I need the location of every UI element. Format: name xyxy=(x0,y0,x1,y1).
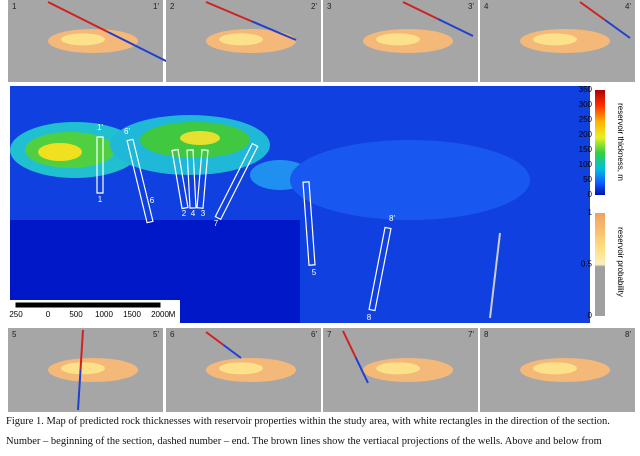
colorbar-tick: 0 xyxy=(588,311,593,320)
section-label: 4 xyxy=(191,209,196,218)
panel-end-label: 3' xyxy=(468,2,474,11)
well xyxy=(107,31,169,63)
reservoir-blob xyxy=(61,362,105,375)
section-outline xyxy=(368,226,392,312)
section-label: 6 xyxy=(150,196,155,205)
panel-start-label: 1 xyxy=(12,2,17,11)
well xyxy=(77,369,82,411)
well xyxy=(205,331,225,346)
colorbar-tick: 300 xyxy=(579,100,593,109)
section-outline xyxy=(126,138,154,224)
well xyxy=(579,1,606,21)
reservoir-blob xyxy=(533,362,577,375)
section-outline xyxy=(196,149,209,209)
scale-label: M xyxy=(169,310,176,319)
thickness-colorbar xyxy=(595,90,605,195)
caption: Figure 1. Map of predicted rock thicknes… xyxy=(6,412,636,452)
section-outline xyxy=(214,142,259,221)
section-label: 3 xyxy=(201,209,206,218)
colorbar-tick: 0.5 xyxy=(581,260,593,269)
scale-bar xyxy=(15,302,161,308)
well xyxy=(437,18,474,37)
section-label: 1' xyxy=(97,123,103,132)
panel-end-label: 6' xyxy=(311,330,317,339)
panel-start-label: 2 xyxy=(170,2,175,11)
well xyxy=(402,1,439,20)
map-zone xyxy=(38,143,82,161)
reservoir-blob xyxy=(219,362,263,375)
well xyxy=(250,20,297,41)
well xyxy=(342,330,357,358)
scale-label: 250 xyxy=(9,310,23,319)
panel-end-label: 5' xyxy=(153,330,159,339)
section-label: 5 xyxy=(312,268,317,277)
scale-label: 0 xyxy=(46,310,51,319)
section-label: 7 xyxy=(214,219,219,228)
section-label: 6' xyxy=(124,127,130,136)
panel-end-label: 2' xyxy=(311,2,317,11)
colorbar-tick: 0 xyxy=(588,190,593,199)
panel-start-label: 3 xyxy=(327,2,332,11)
colorbar-tick: 50 xyxy=(583,175,592,184)
figure: 1 1' 2 2' 3 3' 4 4'5 5' 6 6' 7 7' 8 8'1' 6'1 62 4 3758'825… xyxy=(8,0,635,412)
section-line xyxy=(489,232,501,319)
well xyxy=(222,344,242,359)
colorbar-tick: 200 xyxy=(579,130,593,139)
reservoir-blob xyxy=(219,33,263,46)
scale-label: 2000 xyxy=(151,310,169,319)
scale-label: 1000 xyxy=(95,310,113,319)
reservoir-blob xyxy=(376,362,420,375)
panel-end-label: 7' xyxy=(468,330,474,339)
section-label: 8 xyxy=(367,313,372,322)
panel-start-label: 4 xyxy=(484,2,489,11)
caption-line: Figure 1. Map of predicted rock thicknes… xyxy=(6,416,610,427)
reservoir-blob xyxy=(61,33,105,46)
colorbar-tick: 350 xyxy=(579,85,593,94)
well xyxy=(205,1,252,22)
well xyxy=(354,356,369,384)
colorbar-tick: 150 xyxy=(579,145,593,154)
colorbar-tick: 250 xyxy=(579,115,593,124)
panel-end-label: 8' xyxy=(625,330,631,339)
panel-start-label: 8 xyxy=(484,330,489,339)
map-zone xyxy=(290,140,530,220)
caption-line: Number – beginning of the section, dashe… xyxy=(6,436,602,447)
section-label: 8' xyxy=(389,214,395,223)
colorbar-title: reservoir thickness, m xyxy=(616,103,625,181)
section-label: 1 xyxy=(98,195,103,204)
probability-colorbar xyxy=(595,213,605,316)
section-outline xyxy=(302,181,316,266)
reservoir-blob xyxy=(533,33,577,46)
panel-end-label: 4' xyxy=(625,2,631,11)
section-outline xyxy=(186,149,197,209)
well xyxy=(79,329,84,371)
panel-start-label: 6 xyxy=(170,330,175,339)
well xyxy=(604,19,631,39)
well xyxy=(47,1,109,33)
panel-start-label: 5 xyxy=(12,330,17,339)
section-outline xyxy=(171,148,189,210)
reservoir-blob xyxy=(376,33,420,46)
section-label: 2 xyxy=(182,209,187,218)
map-zone xyxy=(180,131,220,145)
colorbar-tick: 100 xyxy=(579,160,593,169)
section-outline xyxy=(96,136,104,194)
colorbar-tick: 1 xyxy=(588,208,593,217)
colorbar-title: reservoir probability xyxy=(616,227,625,297)
scale-label: 500 xyxy=(69,310,83,319)
panel-end-label: 1' xyxy=(153,2,159,11)
panel-start-label: 7 xyxy=(327,330,332,339)
scale-label: 1500 xyxy=(123,310,141,319)
